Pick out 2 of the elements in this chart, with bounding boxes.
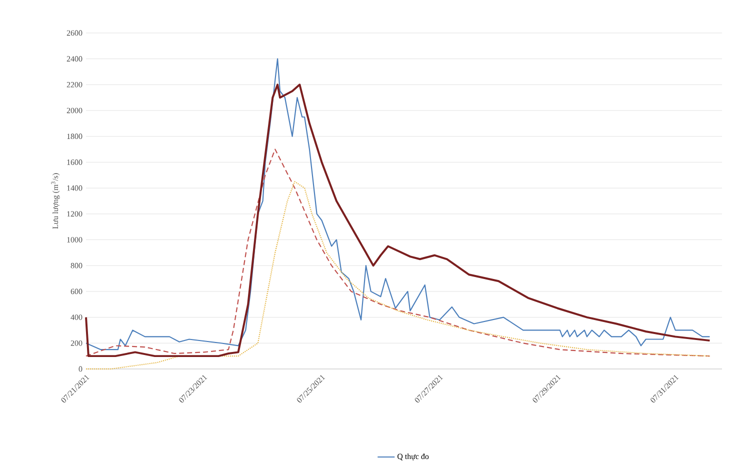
line-series: [85, 148, 710, 357]
line-series: [85, 181, 710, 370]
